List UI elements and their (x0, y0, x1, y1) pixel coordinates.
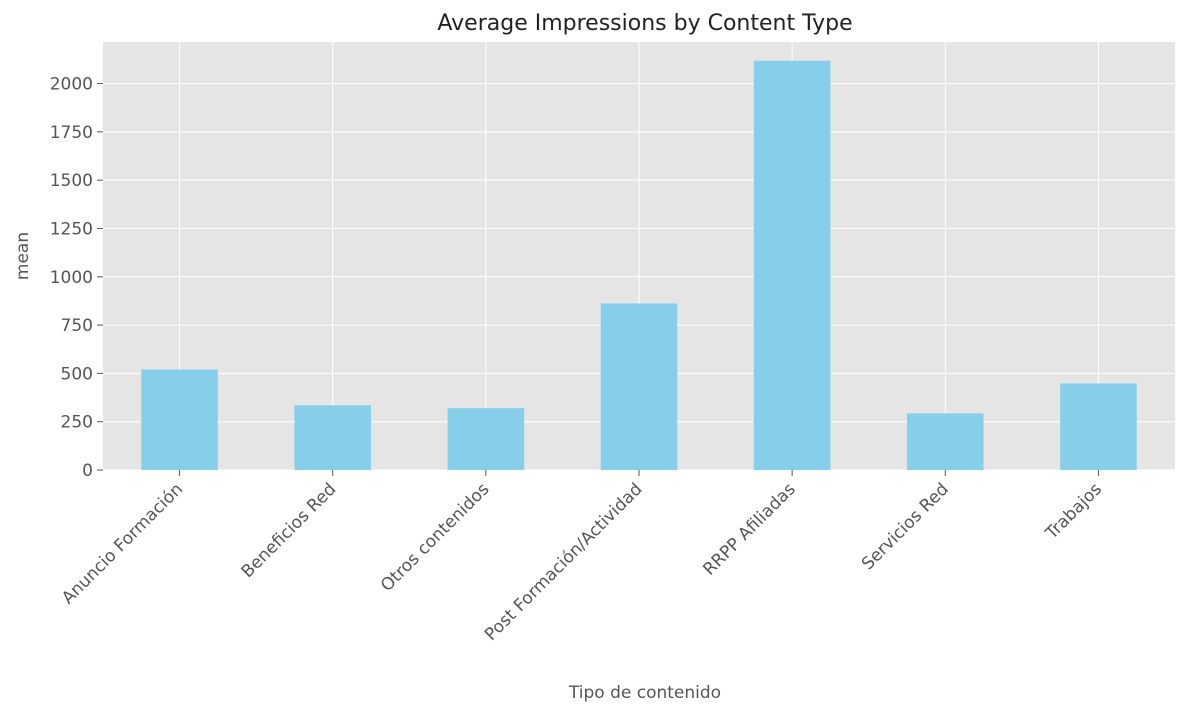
y-tick-label: 250 (61, 413, 93, 433)
bars (141, 60, 1137, 471)
x-tick-label: Trabajos (1041, 479, 1106, 544)
x-tick-label: Beneficios Red (238, 479, 341, 582)
x-tick-label: Post Formación/Actividad (481, 479, 646, 644)
y-tick-label: 1000 (50, 268, 93, 288)
y-tick-label: 1500 (50, 171, 93, 191)
y-axis-title: mean (13, 232, 33, 280)
y-tick-label: 1250 (50, 219, 93, 239)
x-axis-title: Tipo de contenido (568, 683, 721, 703)
y-axis-ticks: 0 250 500 750 1000 1250 1500 1750 2000 (50, 75, 103, 481)
x-tick-label: Otros contenidos (377, 479, 493, 595)
y-tick-label: 0 (82, 461, 93, 481)
bar (1060, 383, 1137, 470)
bar (753, 60, 831, 471)
x-tick-label: RRPP Afiliadas (699, 479, 799, 579)
bar (447, 408, 525, 470)
x-tick-label: Anuncio Formación (58, 479, 187, 608)
chart-title: Average Impressions by Content Type (437, 11, 852, 36)
bar (907, 413, 984, 470)
x-tick-label: Servicios Red (858, 479, 953, 574)
y-tick-label: 500 (61, 364, 93, 384)
y-tick-label: 1750 (50, 123, 93, 143)
bar (294, 405, 371, 470)
bar (600, 303, 678, 470)
y-tick-label: 2000 (50, 75, 93, 95)
x-axis-ticks: Anuncio Formación Beneficios Red Otros con… (58, 470, 1106, 645)
y-tick-label: 750 (61, 316, 93, 336)
bar (141, 369, 218, 470)
